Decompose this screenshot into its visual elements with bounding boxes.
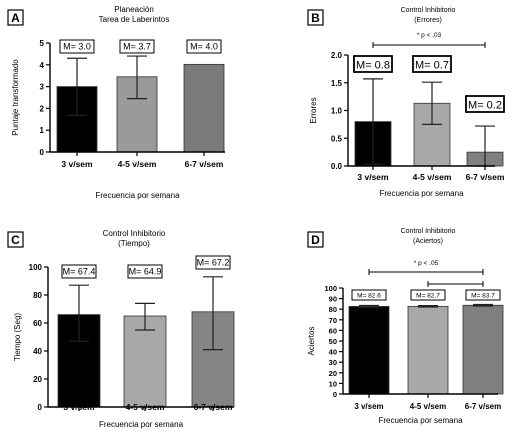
chart-subtitle: (Errores) [414,17,442,24]
mean-label: M= 64.9 [129,267,162,277]
mean-label: M= 0.7 [415,60,449,72]
mean-label: M= 67.2 [197,258,230,268]
x-tick-label: 4-5 v/sem [118,159,157,169]
x-tick-label: 3 v/sem [63,402,95,412]
y-axis-label: Puntaje transformado [11,59,20,136]
mean-label: M= 82.6 [357,293,381,300]
panel-label-box [307,9,324,26]
chart-panel-c: C Control Inhibitorio(Tiempo) M= 67.4 M= 64… [7,229,235,429]
mean-label-box [127,264,163,279]
x-axis-label: Frecuencia por semana [95,191,180,200]
y-tick-label: 5 [40,39,45,48]
y-tick-label: 30 [329,358,337,367]
chart-panel-b: B Control Inhibitorio (Errores) M= 0.8 M= 0.… [307,7,505,198]
panel-label-box [307,231,324,248]
y-axis-label: Errores [309,97,318,123]
chart-title: Control Inhibitorio [103,229,166,238]
y-tick-label: 2 [40,104,45,113]
bar-3 [183,63,225,153]
panel-label: D [311,233,320,247]
y-tick-label: 20 [329,369,337,378]
mean-label: M= 83.7 [471,293,495,300]
mean-label: M= 0.8 [356,60,390,72]
chart-title: Control Inhibitorio [401,7,456,14]
bar-3 [462,304,504,395]
mean-label-box [353,55,393,73]
y-tick-label: 10 [329,379,337,388]
panel-label-box [7,231,24,248]
y-tick-label: 3 [40,83,45,92]
y-tick-label: 1 [40,126,45,135]
y-tick-label: 2.0 [331,51,343,60]
bar-2 [407,305,449,395]
y-tick-label: 50 [329,337,337,346]
mean-label-box [465,95,505,113]
y-tick-label: 60 [33,319,42,328]
significance-label: * p < .03 [417,32,442,39]
y-tick-label: 0 [333,390,337,399]
mean-label: M= 3.0 [63,42,91,52]
y-tick-label: 40 [33,347,42,356]
y-tick-label: 100 [29,263,43,272]
y-tick-label: 1.0 [331,107,343,116]
mean-label: M= 0.2 [468,100,502,112]
x-tick-label: 6-7 v/sem [465,402,501,411]
y-tick-label: 80 [33,291,42,300]
chart-title: Planeación [114,5,154,14]
mean-label-box [119,39,155,54]
x-tick-label: 4-5 v/sem [410,402,446,411]
mean-label-box [410,289,446,301]
mean-label: M= 67.4 [63,267,96,277]
x-axis-label: Frecuencia por semana [379,189,464,198]
y-tick-label: 0.0 [331,162,343,171]
y-tick-label: 90 [329,295,337,304]
panel-label: B [311,11,320,25]
y-axis-label: Tiempo (Seg) [13,313,22,362]
bar-1 [348,306,390,395]
x-axis-label: Frecuencia por semana [378,416,463,425]
x-tick-label: 3 v/sem [354,402,383,411]
x-tick-label: 6-7 v/sem [466,172,505,182]
chart-title: Control Inhibitorio [401,228,456,235]
mean-label-box [195,255,231,270]
mean-label: M= 82.7 [416,293,440,300]
mean-label-box [412,55,452,73]
mean-label-box [61,264,97,279]
x-tick-label: 6-7 v/sem [194,402,233,412]
mean-label: M= 4.0 [190,42,218,52]
x-tick-label: 3 v/sem [61,159,93,169]
mean-label-box [186,39,222,54]
chart-subtitle: Tarea de Laberintos [99,15,170,24]
x-tick-label: 4-5 v/sem [126,402,165,412]
y-tick-label: 0 [40,148,45,157]
mean-label-box [351,289,387,301]
y-tick-label: 60 [329,326,337,335]
x-tick-label: 4-5 v/sem [413,172,452,182]
y-tick-label: 80 [329,305,337,314]
panel-label: C [11,233,20,247]
x-tick-label: 3 v/sem [357,172,389,182]
x-tick-label: 6-7 v/sem [185,159,224,169]
y-axis-label: Aciertos [307,327,316,356]
y-tick-label: 40 [329,348,337,357]
x-axis-label: Frecuencia por semana [99,420,184,429]
panel-label-box [7,9,24,26]
mean-label-box [465,289,501,301]
mean-label-box [59,39,95,54]
y-tick-label: 0.5 [331,134,343,143]
panel-label: A [11,11,20,25]
mean-label: M= 3.7 [123,42,151,52]
y-tick-label: 70 [329,316,337,325]
y-tick-label: 100 [324,284,337,293]
y-tick-label: 1.5 [331,79,343,88]
chart-subtitle: (Tiempo) [118,239,150,248]
significance-label: * p < .05 [414,260,439,267]
chart-subtitle: (Aciertos) [413,238,443,245]
chart-panel-d: D Control Inhibitorio (Aciertos) M= 82.6 M= … [307,228,504,425]
y-tick-label: 20 [33,375,42,384]
y-tick-label: 4 [40,61,45,70]
y-tick-label: 0 [38,403,43,412]
